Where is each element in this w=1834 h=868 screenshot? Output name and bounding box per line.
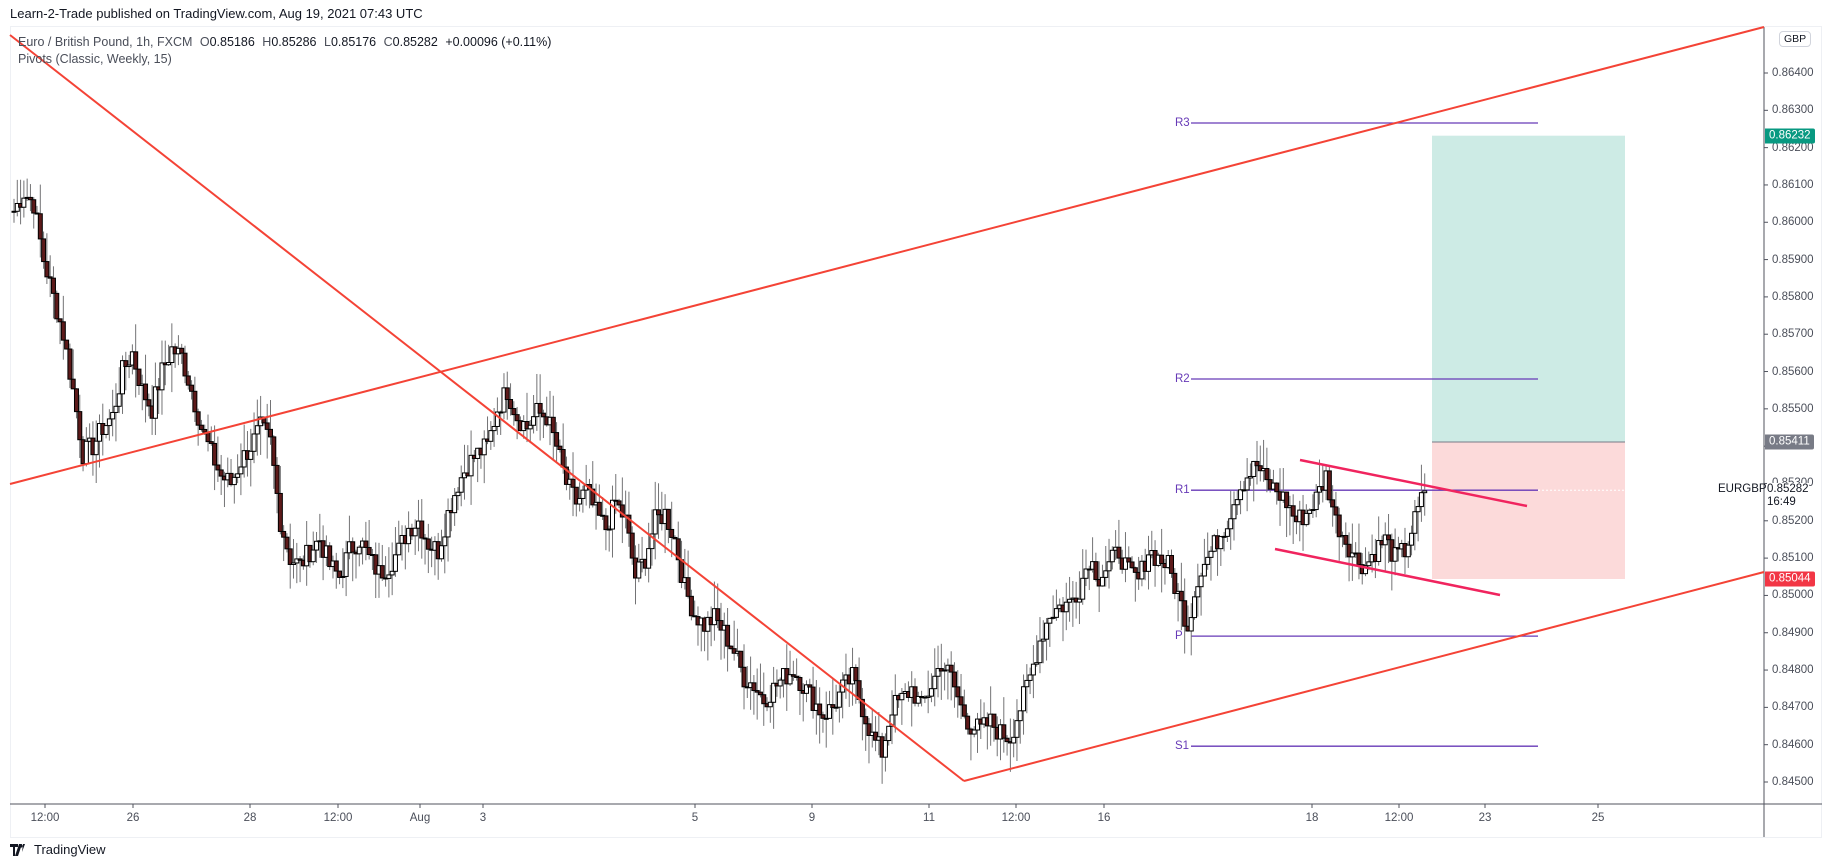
pivot-label-r2: R2 — [1175, 372, 1190, 385]
stop-price-tag: 0.85044 — [1765, 571, 1815, 587]
pivot-label-p: P — [1175, 630, 1183, 643]
time-tick-label: 11 — [923, 812, 935, 824]
price-tick-label: 0.85000 — [1772, 589, 1814, 602]
price-tick-label: 0.84900 — [1772, 626, 1814, 639]
pivot-label-s1: S1 — [1175, 740, 1190, 753]
stop-loss-zone[interactable] — [1432, 442, 1625, 580]
time-tick-label: 12:00 — [30, 812, 60, 824]
descending-trendline[interactable] — [9, 34, 965, 782]
ascending-support-trendline[interactable] — [963, 571, 1765, 782]
time-tick-label: 12:00 — [1384, 812, 1414, 824]
symbol-description: Euro / British Pound, 1h, FXCM — [18, 35, 193, 49]
open-value: 0.85186 — [209, 35, 255, 49]
channel-lower-line[interactable] — [1274, 547, 1501, 597]
tradingview-logo[interactable]: TradingView — [10, 842, 106, 857]
time-tick-label: 5 — [691, 812, 699, 824]
pivot-label-r1: R1 — [1175, 484, 1190, 497]
time-tick-label: 25 — [1591, 812, 1605, 824]
price-tick-label: 0.85800 — [1772, 290, 1814, 303]
price-tick-label: 0.84700 — [1772, 701, 1814, 714]
price-tick-label: 0.85100 — [1772, 552, 1814, 565]
publish-info: Learn-2-Trade published on TradingView.c… — [10, 6, 423, 21]
ascending-upper-trendline[interactable] — [9, 26, 1765, 485]
price-tick-label: 0.85500 — [1772, 402, 1814, 415]
current-price-tag: 0.85282 16:49 — [1767, 483, 1809, 510]
brand-name: TradingView — [34, 842, 106, 857]
axis-ticks — [44, 72, 1768, 808]
price-tick-label: 0.85900 — [1772, 253, 1814, 266]
time-tick-label: 23 — [1478, 812, 1492, 824]
symbol-tag: EURGBP — [1718, 483, 1767, 496]
take-profit-zone[interactable] — [1432, 135, 1625, 443]
bar-countdown: 16:49 — [1767, 496, 1796, 509]
price-tick-label: 0.86100 — [1772, 178, 1814, 191]
trend-lines[interactable] — [9, 26, 1765, 782]
indicator-label[interactable]: Pivots (Classic, Weekly, 15) — [18, 52, 172, 66]
time-tick-label: 9 — [808, 812, 816, 824]
time-tick-label: 3 — [479, 812, 487, 824]
price-tick-label: 0.86200 — [1772, 141, 1814, 154]
price-tick-label: 0.84600 — [1772, 738, 1814, 751]
price-tick-label: 0.85600 — [1772, 365, 1814, 378]
target-price-tag: 0.86232 — [1765, 128, 1815, 144]
pivot-label-r3: R3 — [1175, 117, 1190, 129]
chart-legend: Euro / British Pound, 1h, FXCM O0.85186 … — [18, 35, 552, 66]
change-value: +0.00096 (+0.11%) — [445, 35, 552, 49]
time-tick-label: Aug — [409, 812, 431, 824]
price-tick-label: 0.85200 — [1772, 514, 1814, 527]
time-tick-label: 12:00 — [323, 812, 353, 824]
currency-button[interactable]: GBP — [1779, 31, 1812, 47]
tradingview-logo-icon — [10, 843, 25, 856]
time-tick-label: 16 — [1097, 812, 1111, 824]
price-tick-label: 0.86000 — [1772, 216, 1814, 229]
time-tick-label: 28 — [243, 812, 257, 824]
time-tick-label: 12:00 — [1001, 812, 1031, 824]
candlestick-series — [11, 178, 1428, 784]
current-price: 0.85282 — [1767, 483, 1809, 496]
high-value: 0.85286 — [271, 35, 317, 49]
price-tick-label: 0.85700 — [1772, 328, 1814, 341]
price-tick-label: 0.86400 — [1772, 67, 1814, 79]
price-tick-label: 0.84500 — [1772, 776, 1814, 788]
price-tick-label: 0.84800 — [1772, 664, 1814, 677]
close-value: 0.85282 — [392, 35, 438, 49]
channel-upper-line[interactable] — [1299, 458, 1528, 508]
time-tick-label: 26 — [126, 812, 140, 824]
entry-price-tag: 0.85411 — [1765, 434, 1814, 450]
time-tick-label: 18 — [1305, 812, 1319, 824]
price-tick-label: 0.86300 — [1772, 104, 1814, 117]
low-value: 0.85176 — [330, 35, 377, 49]
